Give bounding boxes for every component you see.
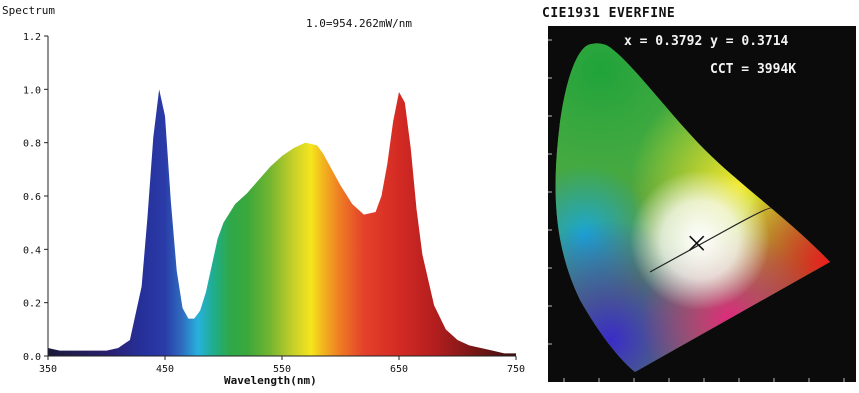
cie-frame-ticks (548, 39, 845, 382)
spectrum-fill (48, 89, 516, 356)
cie-diagram (548, 26, 856, 382)
x-tick-label: 650 (390, 364, 408, 375)
planckian-locus (649, 207, 773, 273)
y-tick-label: 0.6 (23, 192, 41, 203)
y-tick-label: 1.2 (23, 32, 41, 43)
chromaticity-readout: x = 0.3792 y = 0.3714 (624, 34, 789, 49)
x-axis-label: Wavelength(nm) (224, 374, 317, 387)
y-tick-label: 0.4 (23, 245, 41, 256)
y-tick-label: 1.0 (23, 85, 41, 96)
y-tick-label: 0.8 (23, 139, 41, 150)
spectrum-title: Spectrum (2, 4, 55, 17)
x-tick-label: 550 (273, 364, 291, 375)
spectrum-y-ticks: 0.0 0.2 0.4 0.6 0.8 1.0 1.2 (23, 32, 48, 363)
x-tick-label: 750 (507, 364, 525, 375)
measurement-point-marker (689, 235, 705, 251)
spectrum-scale-note: 1.0=954.262mW/nm (306, 17, 412, 30)
x-tick-label: 350 (39, 364, 57, 375)
spectrum-chart: 350 450 550 650 750 0.0 0.2 0.4 0.6 0.8 1.0 1.2 (23, 32, 525, 375)
y-tick-label: 0.2 (23, 299, 41, 310)
x-tick-label: 450 (156, 364, 174, 375)
cct-readout: CCT = 3994K (710, 62, 797, 77)
spectrum-x-ticks: 350 450 550 650 750 (39, 356, 525, 375)
spectrum-area (48, 89, 516, 356)
y-tick-label: 0.0 (23, 352, 41, 363)
cie-title: CIE1931 EVERFINE (542, 6, 676, 21)
cie-panel: CIE1931 EVERFINE x = 0.3792 y = 0.3714 C… (540, 0, 859, 393)
